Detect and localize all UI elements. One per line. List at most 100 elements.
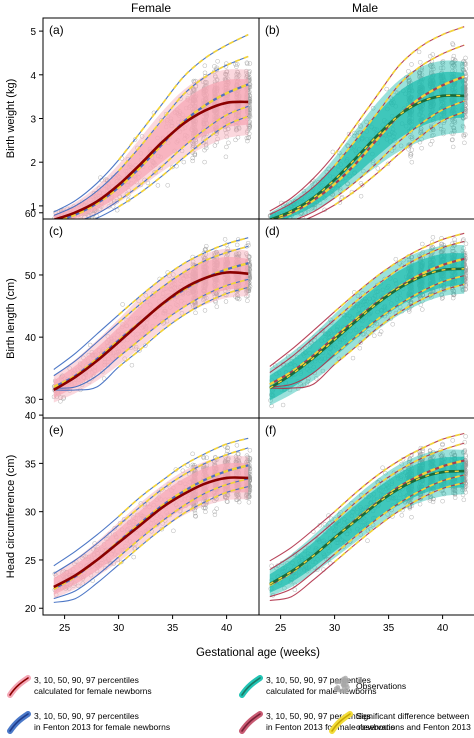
observation-point (399, 513, 405, 518)
observation-point (180, 468, 186, 473)
observation-point (385, 161, 391, 167)
observation-point (212, 509, 217, 514)
observation-point (303, 210, 309, 216)
observation-point (419, 145, 424, 151)
significance-dash-p10 (334, 274, 465, 356)
y-axis-label: Birth weight (kg) (5, 79, 17, 158)
observation-point (203, 246, 209, 252)
observation-point (408, 299, 414, 305)
y-tick-label: 5 (30, 27, 36, 38)
observation-point (233, 137, 238, 143)
observation-point (463, 286, 468, 292)
observation-point (246, 75, 251, 81)
observation-point (233, 126, 239, 131)
observation-point (158, 165, 164, 171)
observation-point (276, 218, 279, 219)
observation-point (420, 250, 426, 255)
observation-point (223, 299, 229, 304)
observation-point (346, 131, 352, 137)
observation-point (319, 328, 324, 333)
observation-point (246, 500, 252, 505)
observation-point (409, 134, 415, 139)
observation-point (107, 561, 113, 566)
observation-point (406, 144, 411, 149)
observation-point (416, 49, 422, 55)
observation-point (409, 62, 414, 67)
observation-point (406, 78, 412, 83)
observation-point (355, 293, 361, 299)
observation-point (440, 61, 446, 66)
observation-point (406, 307, 412, 312)
observation-point (429, 64, 434, 69)
observation-point (375, 166, 381, 171)
observation-point (247, 124, 252, 129)
observation-point (378, 329, 384, 334)
observation-point (202, 159, 207, 165)
significance-dash-p3 (334, 111, 465, 206)
observation-point (215, 59, 220, 64)
observation-point (159, 526, 165, 532)
observation-point (191, 88, 196, 94)
observation-point (202, 308, 208, 313)
observation-point (280, 402, 286, 408)
observation-point (245, 240, 251, 246)
observation-point (136, 298, 141, 304)
observation-point (165, 183, 170, 188)
observation-point (407, 309, 412, 314)
observation-point (460, 61, 465, 67)
observation-point (212, 143, 218, 148)
observation-point (235, 62, 240, 67)
observation-point (244, 288, 250, 294)
observation-point (235, 252, 240, 257)
observation-point (247, 61, 253, 66)
observation-point (246, 122, 251, 128)
significance-dash-p10 (118, 477, 249, 558)
observation-point (419, 67, 425, 73)
panel-plot-area (267, 25, 469, 224)
observation-point (406, 79, 411, 84)
observation-point (285, 354, 291, 359)
observation-point (190, 451, 195, 457)
observation-point (449, 122, 455, 128)
median-curve (53, 476, 249, 589)
observation-point (312, 334, 317, 340)
observation-point (65, 223, 69, 227)
observation-point (244, 135, 250, 141)
observation-point (166, 482, 172, 487)
panel-f: (f)25 30 35 40 (258, 417, 474, 634)
observation-point (203, 142, 209, 147)
observation-point (428, 53, 433, 59)
observation-point (349, 500, 354, 506)
observation-point (247, 254, 252, 260)
observation-point (193, 310, 198, 316)
observation-point (451, 119, 456, 125)
observation-point (450, 42, 456, 48)
observation-point (463, 55, 468, 61)
observation-point (430, 235, 436, 240)
observation-point (234, 443, 240, 448)
observation-point (358, 124, 363, 129)
observation-point (171, 272, 176, 277)
observation-point (462, 250, 468, 256)
observation-point (139, 134, 145, 139)
observation-point (417, 139, 423, 145)
observation-point (76, 583, 81, 589)
observation-point (226, 126, 231, 132)
observation-point (203, 79, 208, 85)
observation-point (193, 514, 198, 519)
significance-dash-p50 (269, 257, 465, 386)
observation-point (451, 131, 456, 136)
observation-point (439, 241, 444, 247)
observation-point (201, 505, 206, 511)
significance-dash-p97 (334, 232, 465, 313)
observation-point (440, 129, 446, 135)
observation-point (87, 342, 93, 348)
observation-point (285, 220, 289, 224)
significance-dash-p10 (334, 100, 465, 199)
observation-point (439, 296, 445, 301)
observation-point (292, 587, 298, 592)
observation-point (463, 61, 469, 67)
observation-point (245, 138, 250, 144)
significance-dash-p3 (334, 283, 465, 366)
